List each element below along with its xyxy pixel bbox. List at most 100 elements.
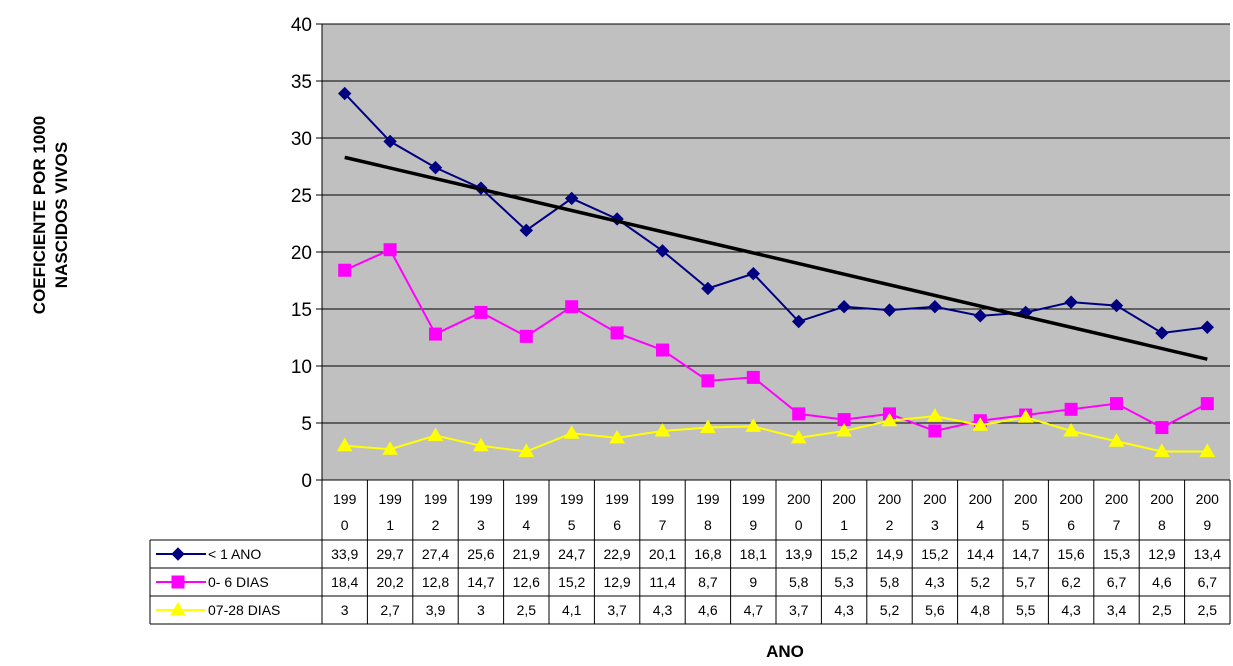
data-point	[1201, 398, 1213, 410]
x-tick-label: 9	[1203, 517, 1211, 533]
data-label: 8,7	[698, 574, 718, 590]
x-tick-label: 7	[1113, 517, 1121, 533]
data-label: 5,8	[880, 574, 900, 590]
x-tick-label: 6	[613, 517, 621, 533]
data-point	[702, 375, 714, 387]
x-tick-label: 200	[923, 491, 947, 507]
data-label: 6,7	[1107, 574, 1127, 590]
x-tick-label: 199	[515, 491, 539, 507]
x-tick-label: 199	[742, 491, 766, 507]
data-label: 5,6	[925, 602, 945, 618]
data-label: 4,3	[653, 602, 673, 618]
data-label: 13,9	[785, 546, 812, 562]
data-label: 27,4	[422, 546, 449, 562]
x-tick-label: 200	[1059, 491, 1083, 507]
data-label: 6,2	[1061, 574, 1081, 590]
data-point	[1156, 422, 1168, 434]
data-point	[566, 301, 578, 313]
x-tick-label: 8	[1158, 517, 1166, 533]
data-label: 15,2	[558, 574, 585, 590]
x-tick-label: 200	[832, 491, 856, 507]
data-label: 9	[749, 574, 757, 590]
data-point	[1065, 403, 1077, 415]
data-point	[611, 327, 623, 339]
x-tick-label: 1	[386, 517, 394, 533]
data-label: 12,6	[513, 574, 540, 590]
data-label: 5,3	[834, 574, 854, 590]
y-tick-label: 0	[301, 471, 312, 492]
x-tick-label: 0	[341, 517, 349, 533]
line-chart: 0510152025303540199019911992199319941995…	[0, 0, 1233, 640]
data-point	[929, 425, 941, 437]
y-tick-label: 20	[291, 243, 312, 264]
data-label: 21,9	[513, 546, 540, 562]
x-tick-label: 200	[1150, 491, 1174, 507]
data-label: 14,7	[467, 574, 494, 590]
legend-marker	[172, 576, 184, 588]
x-tick-label: 200	[1014, 491, 1038, 507]
data-point	[475, 306, 487, 318]
data-label: 11,4	[649, 574, 675, 590]
data-point	[339, 264, 351, 276]
y-tick-label: 25	[291, 186, 312, 207]
data-label: 12,8	[422, 574, 449, 590]
x-tick-label: 2	[432, 517, 440, 533]
data-label: 18,1	[740, 546, 767, 562]
x-tick-label: 199	[560, 491, 584, 507]
data-label: 29,7	[376, 546, 403, 562]
data-label: 20,1	[649, 546, 676, 562]
data-label: 24,7	[558, 546, 585, 562]
data-point	[793, 408, 805, 420]
data-label: 4,1	[562, 602, 582, 618]
data-label: 22,9	[603, 546, 630, 562]
data-label: 3,4	[1107, 602, 1127, 618]
data-label: 25,6	[467, 546, 494, 562]
data-label: 5,8	[789, 574, 809, 590]
data-label: 3,7	[789, 602, 809, 618]
x-tick-label: 199	[696, 491, 720, 507]
data-point	[657, 344, 669, 356]
x-tick-label: 4	[976, 517, 984, 533]
y-tick-label: 5	[301, 414, 312, 435]
x-tick-label: 1	[840, 517, 848, 533]
data-label: 4,7	[744, 602, 764, 618]
x-tick-label: 200	[1105, 491, 1129, 507]
data-label: 3,7	[607, 602, 627, 618]
x-tick-label: 199	[378, 491, 402, 507]
x-tick-label: 4	[522, 517, 530, 533]
y-tick-label: 15	[291, 300, 312, 321]
data-point	[520, 330, 532, 342]
data-label: 14,7	[1012, 546, 1039, 562]
x-tick-label: 7	[659, 517, 667, 533]
data-label: 4,3	[1061, 602, 1081, 618]
data-label: 15,3	[1103, 546, 1130, 562]
x-tick-label: 3	[931, 517, 939, 533]
data-label: 5,7	[1016, 574, 1036, 590]
data-label: 15,2	[921, 546, 948, 562]
legend-label: 0- 6 DIAS	[208, 574, 269, 590]
y-tick-label: 35	[291, 72, 312, 93]
data-label: 4,3	[925, 574, 945, 590]
data-label: 3	[341, 602, 349, 618]
data-label: 16,8	[694, 546, 721, 562]
data-point	[384, 244, 396, 256]
data-label: 15,2	[830, 546, 857, 562]
data-label: 4,6	[1152, 574, 1172, 590]
x-tick-label: 200	[969, 491, 993, 507]
x-tick-label: 199	[605, 491, 629, 507]
x-tick-label: 9	[749, 517, 757, 533]
data-label: 2,5	[1198, 602, 1218, 618]
data-label: 5,2	[880, 602, 900, 618]
y-tick-label: 30	[291, 129, 312, 150]
data-label: 18,4	[331, 574, 358, 590]
data-label: 33,9	[331, 546, 358, 562]
legend-label: 07-28 DIAS	[208, 602, 280, 618]
x-axis-label: ANO	[745, 642, 825, 662]
data-label: 15,6	[1057, 546, 1084, 562]
data-label: 12,9	[603, 574, 630, 590]
data-label: 13,4	[1194, 546, 1221, 562]
legend-marker	[172, 548, 184, 560]
data-label: 3,9	[426, 602, 446, 618]
data-label: 20,2	[376, 574, 403, 590]
data-point	[747, 371, 759, 383]
